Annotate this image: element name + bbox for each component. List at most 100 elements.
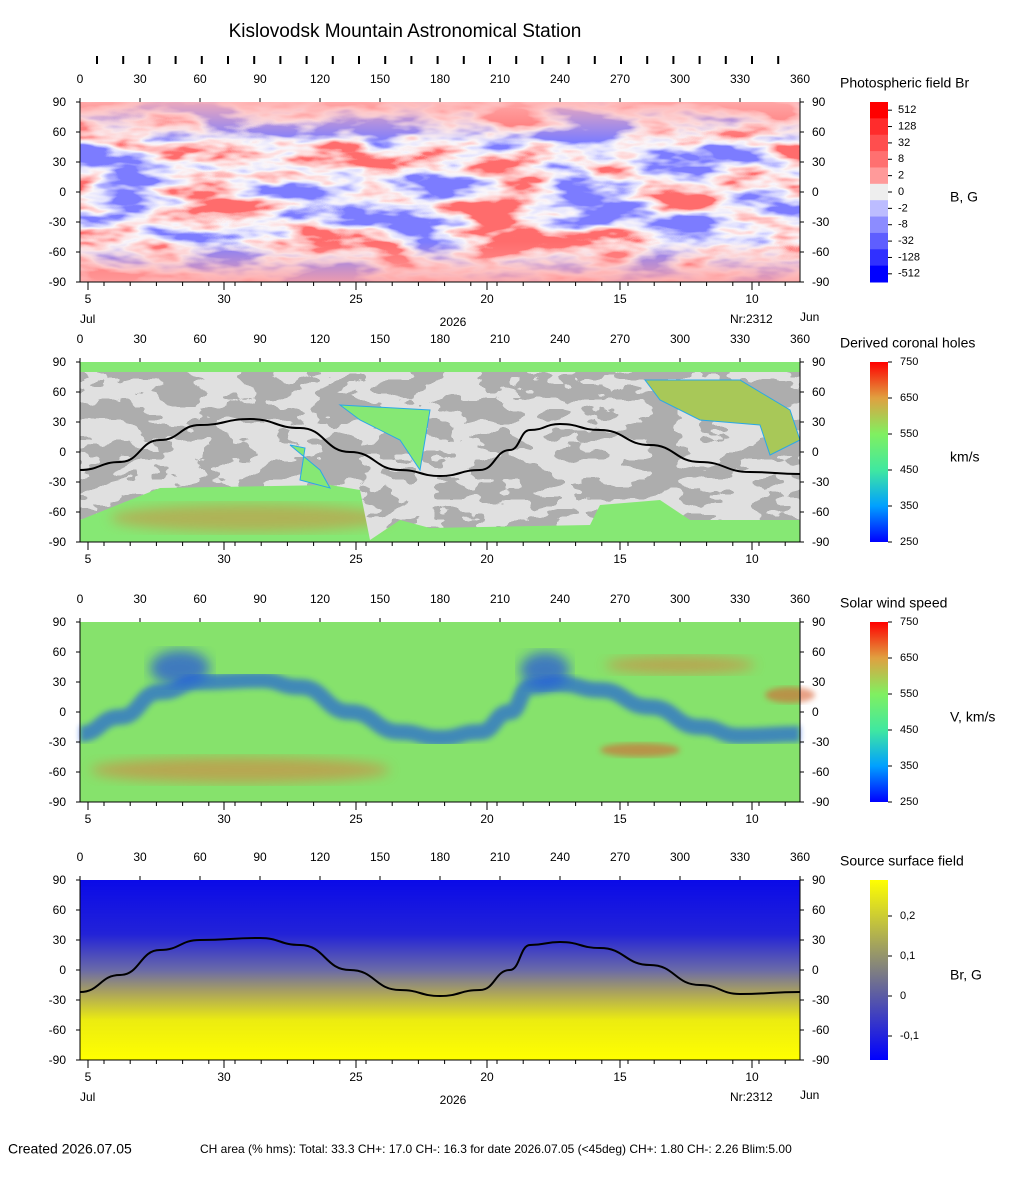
y-tick-label-right: 30: [812, 155, 826, 169]
colorbar-tick-label: -128: [898, 251, 920, 263]
colorbar-band: [870, 134, 888, 152]
polar-region: [80, 242, 800, 282]
y-tick-label: 60: [53, 385, 67, 399]
y-tick-label-right: 90: [812, 95, 826, 109]
x-tick-label: 0: [77, 332, 84, 346]
colorbar-unit: Br, G: [950, 967, 982, 983]
fast-region: [90, 757, 390, 783]
coronal-hole: [644, 379, 801, 456]
colorbar-band: [870, 249, 888, 267]
x-tick-label: 60: [193, 850, 207, 864]
figure-title: Kislovodsk Mountain Astronomical Station: [229, 21, 582, 42]
x-tick-label: 270: [610, 72, 630, 86]
y-tick-label-right: -90: [812, 795, 830, 809]
colorbar-band: [870, 151, 888, 168]
colorbar-band: [870, 118, 888, 136]
y-tick-label: -30: [49, 475, 67, 489]
colorbar-tick-label: 0: [900, 990, 906, 1002]
y-tick-label: 30: [53, 675, 67, 689]
y-tick-label-right: 90: [812, 615, 826, 629]
x-tick-label: 0: [77, 592, 84, 606]
y-tick-label-right: -30: [812, 475, 830, 489]
y-tick-label: -90: [49, 535, 67, 549]
y-tick-label: -90: [49, 275, 67, 289]
colorbar-band: [870, 216, 888, 234]
y-tick-label-right: 90: [812, 355, 826, 369]
x-tick-label: 0: [77, 850, 84, 864]
y-tick-label-right: -30: [812, 735, 830, 749]
x-tick-label: 270: [610, 850, 630, 864]
colorbar-tick-label: -512: [898, 268, 920, 280]
y-tick-label-right: 0: [812, 705, 819, 719]
x-tick-label: 30: [133, 72, 147, 86]
colorbar-band: [870, 167, 888, 185]
date-tick-label: 25: [349, 812, 363, 826]
date-tick-label: 25: [349, 292, 363, 306]
x-tick-label: 180: [430, 850, 450, 864]
x-tick-label: 60: [193, 332, 207, 346]
colorbar-band: [870, 183, 888, 201]
x-tick-label: 60: [193, 592, 207, 606]
x-tick-label: 210: [490, 72, 510, 86]
x-tick-label: 210: [490, 332, 510, 346]
colorbar-tick-label: 450: [900, 724, 918, 736]
y-tick-label-right: -30: [812, 215, 830, 229]
colorbar-unit: km/s: [950, 449, 980, 465]
y-tick-label: 90: [53, 873, 67, 887]
x-tick-label: 150: [370, 850, 390, 864]
x-tick-label: 240: [550, 592, 570, 606]
y-tick-label-right: -30: [812, 993, 830, 1007]
month-left: Jul: [80, 1090, 95, 1104]
x-tick-label: 120: [310, 592, 330, 606]
x-tick-label: 90: [253, 592, 267, 606]
x-tick-label: 90: [253, 72, 267, 86]
date-tick-label: 15: [613, 552, 627, 566]
created-label: Created 2026.07.05: [8, 1141, 132, 1157]
colorbar-tick-label: 450: [900, 464, 918, 476]
source-surface-map: [80, 880, 800, 1060]
date-tick-label: 15: [613, 812, 627, 826]
x-tick-label: 270: [610, 332, 630, 346]
x-tick-label: 180: [430, 592, 450, 606]
x-tick-label: 300: [670, 332, 690, 346]
fast-region: [110, 504, 390, 532]
colorbar-band: [870, 200, 888, 218]
x-tick-label: 180: [430, 332, 450, 346]
y-tick-label-right: 0: [812, 185, 819, 199]
date-tick-label: 5: [85, 292, 92, 306]
x-tick-label: 330: [730, 850, 750, 864]
y-tick-label: -60: [49, 1023, 67, 1037]
neutral-line: [79, 417, 801, 478]
colorbar-tick-label: 512: [898, 104, 916, 116]
y-tick-label: -30: [49, 735, 67, 749]
fast-region: [765, 687, 815, 703]
colorbar-band: [870, 102, 888, 119]
y-tick-label: 60: [53, 125, 67, 139]
colorbar-band: [870, 265, 888, 283]
colorbar-band: [870, 232, 888, 250]
x-tick-label: 120: [310, 72, 330, 86]
y-tick-label: -30: [49, 215, 67, 229]
date-tick-label: 30: [217, 552, 231, 566]
year-label: 2026: [440, 315, 467, 329]
colorbar-tick-label: 250: [900, 536, 918, 548]
x-tick-label: 240: [550, 72, 570, 86]
colorbar-tick-label: -32: [898, 235, 914, 247]
y-tick-label-right: -60: [812, 245, 830, 259]
x-tick-label: 330: [730, 72, 750, 86]
x-tick-label: 180: [430, 72, 450, 86]
x-tick-label: 360: [790, 850, 810, 864]
date-tick-label: 30: [217, 812, 231, 826]
x-tick-label: 150: [370, 72, 390, 86]
x-tick-label: 30: [133, 592, 147, 606]
y-tick-label: 60: [53, 903, 67, 917]
y-tick-label-right: 60: [812, 903, 826, 917]
y-tick-label-right: -60: [812, 765, 830, 779]
x-tick-label: 150: [370, 332, 390, 346]
x-tick-label: 120: [310, 850, 330, 864]
date-tick-label: 5: [85, 812, 92, 826]
colorbar-tick-label: 350: [900, 760, 918, 772]
date-tick-label: 25: [349, 1070, 363, 1084]
colorbar: [870, 622, 888, 802]
colorbar-tick-label: 650: [900, 392, 918, 404]
